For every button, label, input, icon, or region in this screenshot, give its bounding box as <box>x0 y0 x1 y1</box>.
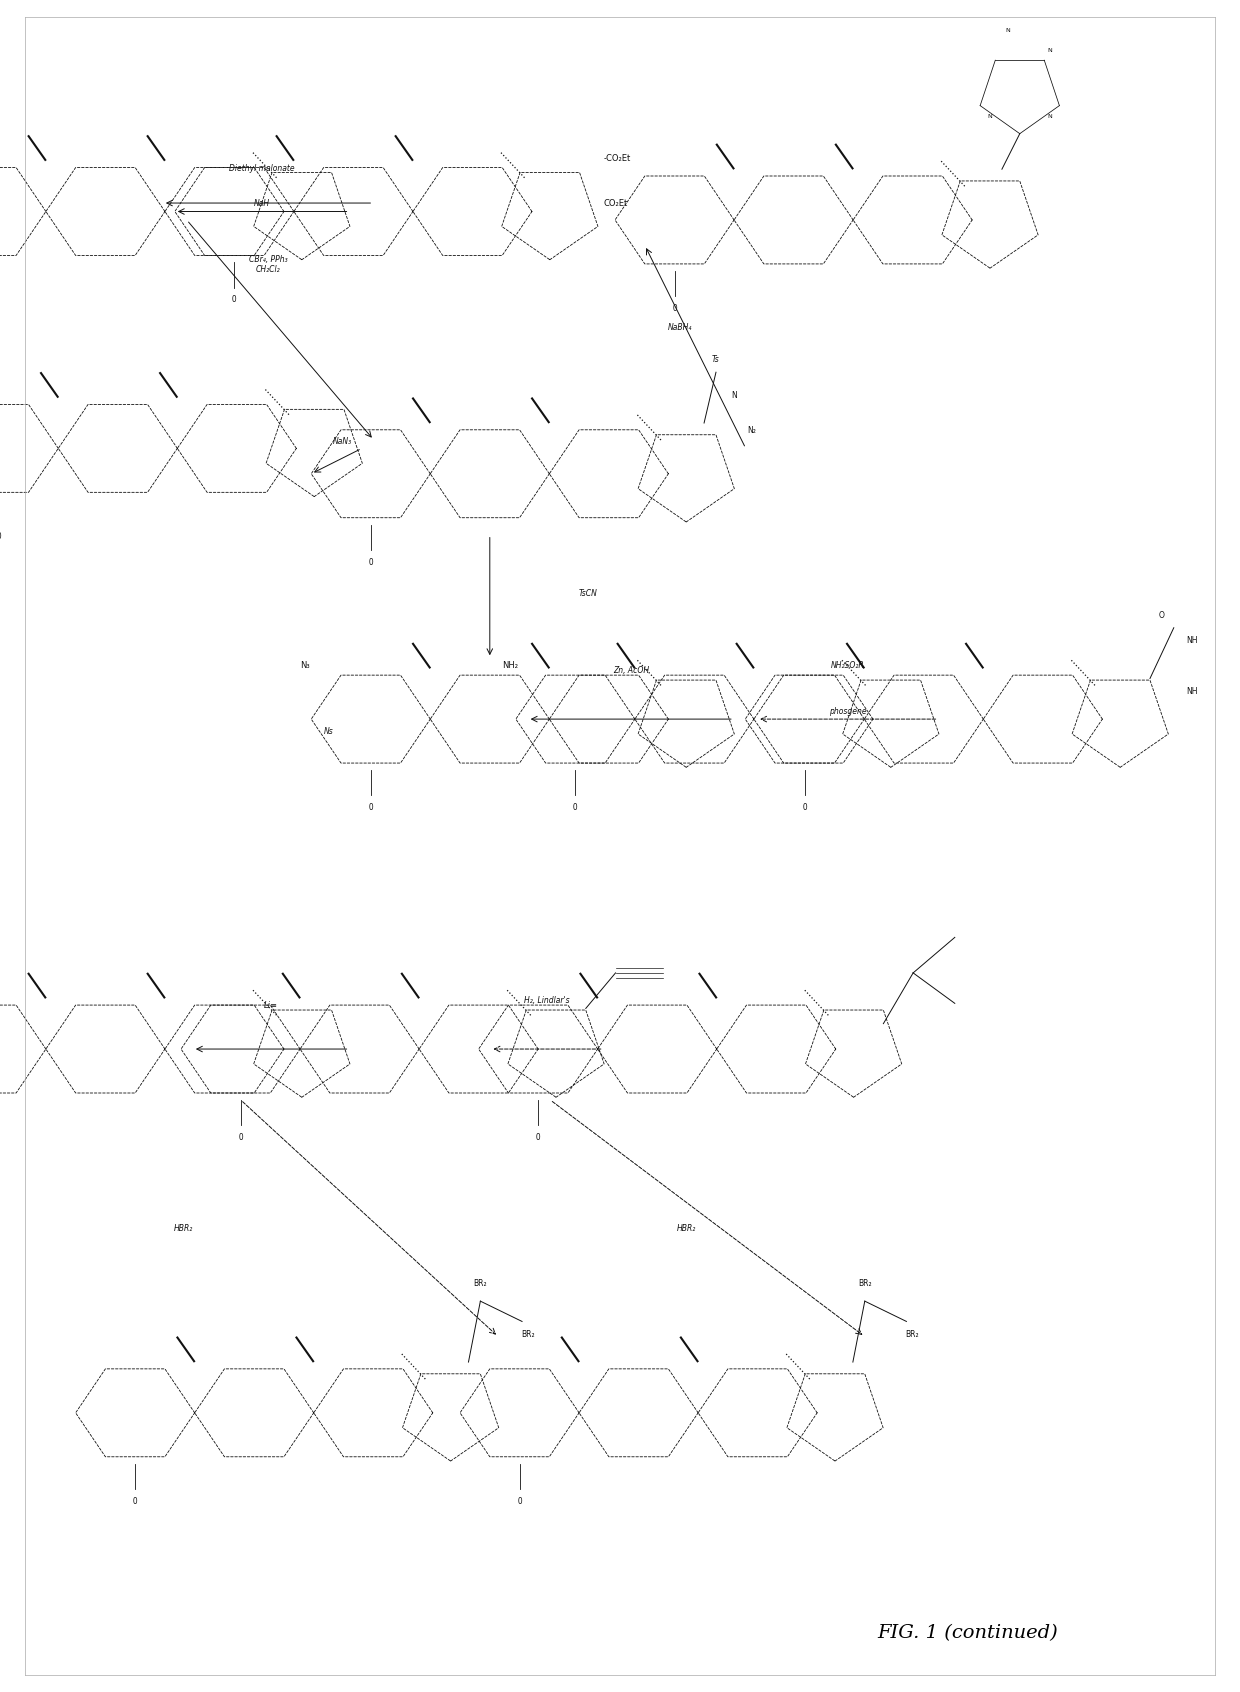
Text: Li≡: Li≡ <box>264 1002 278 1010</box>
Text: BR₂: BR₂ <box>905 1330 919 1338</box>
Text: NH₂SO₂R: NH₂SO₂R <box>831 662 864 670</box>
Text: O: O <box>802 804 807 812</box>
Text: N: N <box>730 391 737 399</box>
Text: N₂: N₂ <box>748 426 756 435</box>
Text: O: O <box>536 1134 541 1142</box>
Text: TsCN: TsCN <box>579 589 598 599</box>
Text: NaN₃: NaN₃ <box>332 437 352 447</box>
Text: O: O <box>238 1134 243 1142</box>
Text: N: N <box>1047 115 1052 120</box>
Text: CO₂Et: CO₂Et <box>604 200 627 208</box>
Text: NaBH₄: NaBH₄ <box>668 323 693 332</box>
Text: O: O <box>573 804 578 812</box>
Text: -CO₂Et: -CO₂Et <box>604 154 631 162</box>
Text: Zn, AcOH: Zn, AcOH <box>613 667 649 675</box>
Text: BR₂: BR₂ <box>474 1279 487 1288</box>
Text: FIG. 1 (continued): FIG. 1 (continued) <box>877 1624 1058 1641</box>
Text: NH₂: NH₂ <box>502 662 518 670</box>
Text: O: O <box>672 305 677 313</box>
Text: HBR₂: HBR₂ <box>174 1223 193 1233</box>
Text: O: O <box>133 1496 138 1506</box>
Text: NH: NH <box>1185 636 1198 645</box>
Text: H₂, Lindlar's: H₂, Lindlar's <box>525 997 570 1005</box>
Text: O: O <box>368 558 373 567</box>
Text: HBR₂: HBR₂ <box>677 1223 696 1233</box>
Text: O: O <box>368 804 373 812</box>
Text: N: N <box>1006 29 1011 34</box>
Text: NH: NH <box>1185 687 1198 695</box>
Text: Ns: Ns <box>324 728 334 736</box>
Text: N: N <box>1047 49 1052 54</box>
Text: BR₂: BR₂ <box>521 1330 534 1338</box>
Text: Ts: Ts <box>712 355 720 364</box>
Text: CBr₄, PPh₃
CH₂Cl₂: CBr₄, PPh₃ CH₂Cl₂ <box>249 255 288 274</box>
Text: Diethyl malonate: Diethyl malonate <box>229 164 295 173</box>
Text: BR₂: BR₂ <box>858 1279 872 1288</box>
Text: NaH: NaH <box>254 200 270 208</box>
Text: O: O <box>232 296 237 305</box>
Text: N₃: N₃ <box>300 662 310 670</box>
Text: O: O <box>517 1496 522 1506</box>
Text: N: N <box>987 115 992 120</box>
Text: phosgene: phosgene <box>830 707 867 716</box>
Text: O: O <box>1159 611 1164 619</box>
